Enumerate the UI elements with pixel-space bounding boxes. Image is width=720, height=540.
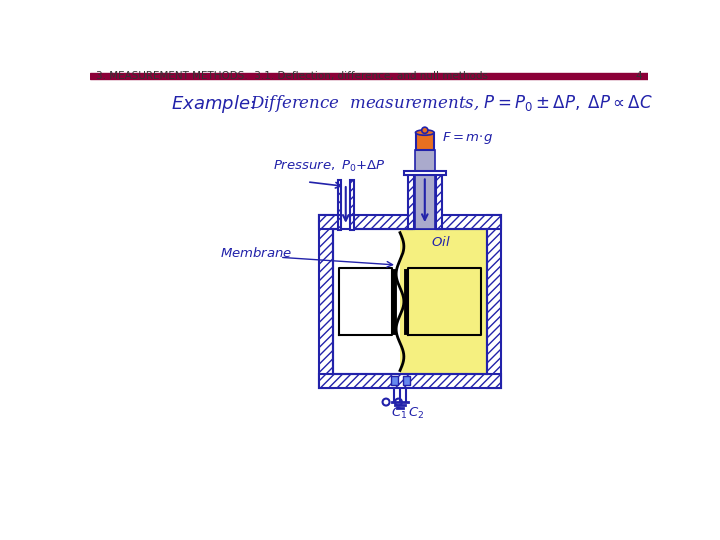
Bar xyxy=(436,173,442,229)
Bar xyxy=(319,215,341,229)
Text: $\mathit{F = m{\cdot}g}$: $\mathit{F = m{\cdot}g}$ xyxy=(442,130,492,146)
Bar xyxy=(90,73,648,79)
Bar xyxy=(338,180,341,215)
Bar xyxy=(319,374,500,388)
Bar xyxy=(351,215,354,230)
Bar xyxy=(413,215,436,229)
Bar xyxy=(319,215,333,388)
Bar xyxy=(437,215,500,229)
Bar xyxy=(404,171,446,175)
Text: $\mathit{Membrane}$: $\mathit{Membrane}$ xyxy=(220,246,292,260)
Bar xyxy=(333,229,400,374)
Bar xyxy=(487,215,500,388)
Text: $\mathit{Oil}$: $\mathit{Oil}$ xyxy=(431,235,451,249)
Bar xyxy=(403,376,410,385)
Bar xyxy=(319,215,341,229)
Bar xyxy=(487,215,500,388)
Ellipse shape xyxy=(415,130,434,135)
Bar xyxy=(319,215,333,388)
Bar xyxy=(351,215,413,229)
Text: $\mathit{C_2}$: $\mathit{C_2}$ xyxy=(408,406,424,421)
Bar xyxy=(338,215,341,230)
Bar xyxy=(351,215,413,229)
Bar xyxy=(408,173,414,229)
Bar xyxy=(391,376,397,385)
Text: $\mathit{Example}$:: $\mathit{Example}$: xyxy=(171,93,256,116)
Bar xyxy=(437,215,500,229)
Text: $\mathit{Pressure,\ P_0{+}\Delta P}$: $\mathit{Pressure,\ P_0{+}\Delta P}$ xyxy=(273,159,386,174)
Text: 3. MEASUREMENT METHODS.  3.1. Deflection, difference, and null methods: 3. MEASUREMENT METHODS. 3.1. Deflection,… xyxy=(96,71,488,81)
Bar xyxy=(400,229,487,374)
Bar xyxy=(338,215,341,230)
Bar xyxy=(415,150,435,229)
Text: 4: 4 xyxy=(635,71,642,81)
Bar xyxy=(338,180,341,215)
Bar xyxy=(408,173,414,229)
Bar xyxy=(415,132,434,150)
Bar xyxy=(436,173,442,229)
Text: Difference  measurements, $\mathit{P = P_0 \pm \Delta P,\ \Delta P \propto \Delt: Difference measurements, $\mathit{P = P_… xyxy=(250,93,652,114)
Bar xyxy=(351,180,354,215)
Text: $\mathit{C_1}$: $\mathit{C_1}$ xyxy=(391,406,407,421)
Bar xyxy=(351,180,354,215)
Bar xyxy=(351,215,354,230)
Ellipse shape xyxy=(422,127,428,133)
Bar xyxy=(319,374,500,388)
